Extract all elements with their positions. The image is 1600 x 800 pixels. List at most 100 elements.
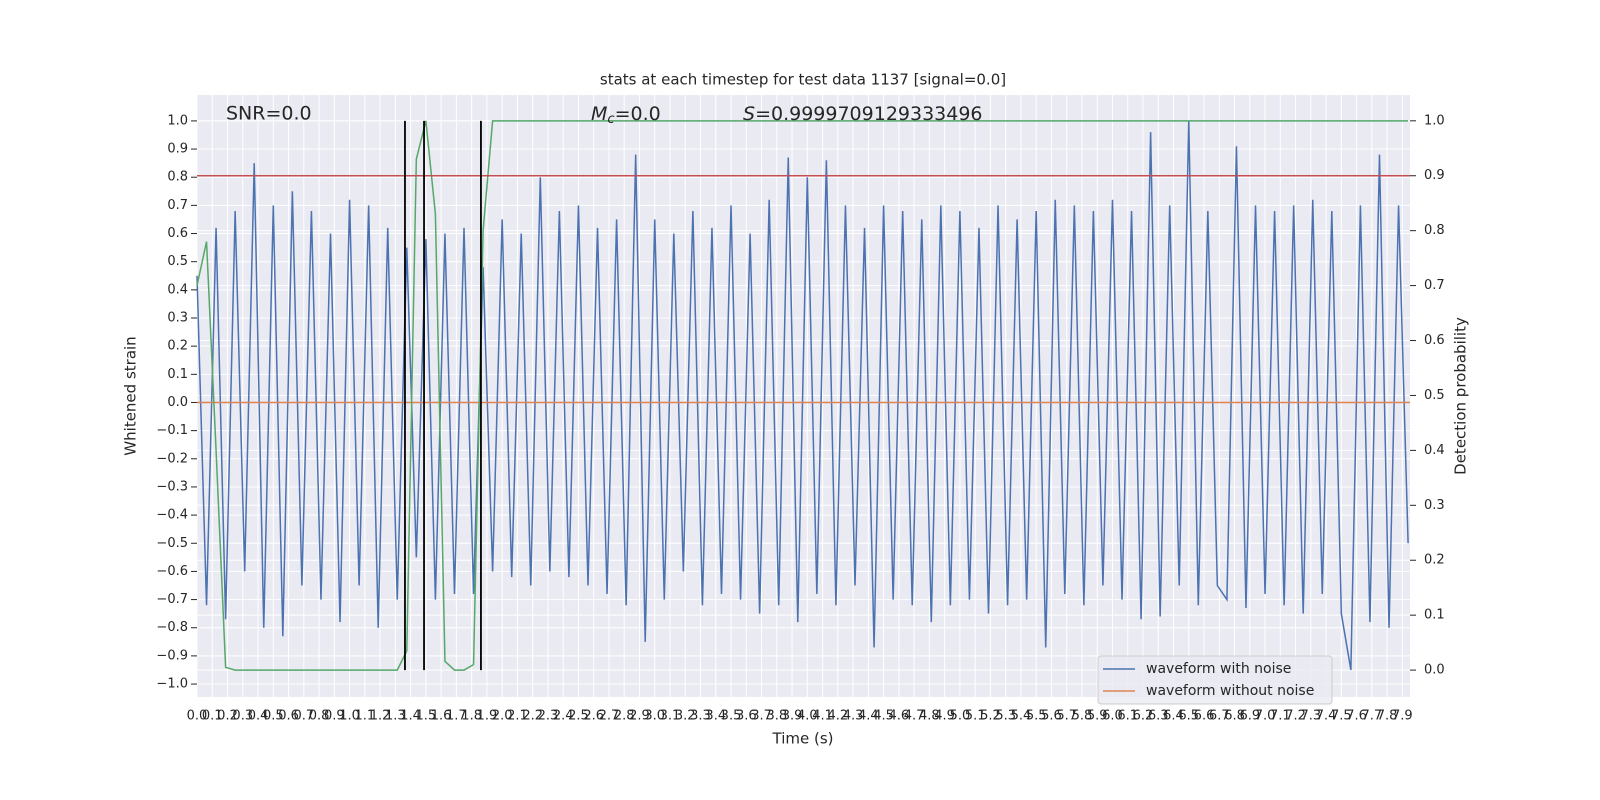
plot-area	[197, 95, 1410, 697]
x-tick-label: 0.4	[248, 709, 269, 724]
y-tick-label: −0.5	[156, 536, 188, 551]
y-tick-label: −0.8	[156, 620, 188, 635]
y2-tick-label: 0.1	[1424, 608, 1445, 623]
x-tick-label: 0.7	[293, 709, 314, 724]
legend-label: waveform without noise	[1146, 683, 1314, 699]
x-tick-label: 6.7	[1209, 709, 1230, 724]
x-tick-label: 5.0	[950, 709, 971, 724]
x-tick-label: 4.1	[812, 709, 833, 724]
x-tick-label: 6.2	[1133, 709, 1154, 724]
x-tick-label: 4.3	[843, 709, 864, 724]
x-tick-label: 1.5	[416, 709, 437, 724]
y-tick-label: 0.1	[167, 367, 188, 382]
y-tick-label: 0.4	[167, 282, 188, 297]
series-line	[196, 120, 1409, 671]
x-tick-label: 1.9	[477, 709, 498, 724]
x-tick-label: 3.8	[766, 709, 787, 724]
x-tick-label: 6.0	[1102, 709, 1123, 724]
annotation: SNR=0.0	[226, 103, 312, 125]
x-tick-label: 7.8	[1377, 709, 1398, 724]
y-tick-label: 0.9	[167, 142, 188, 157]
x-tick-label: 2.6	[583, 709, 604, 724]
y2-tick-label: 0.3	[1424, 498, 1445, 513]
x-tick-label: 2.5	[568, 709, 589, 724]
x-tick-label: 6.4	[1163, 709, 1184, 724]
x-tick-label: 2.9	[629, 709, 650, 724]
x-tick-label: 6.1	[1117, 709, 1138, 724]
x-tick-label: 5.5	[1026, 709, 1047, 724]
annotation-text: =0.9999709129333496	[755, 103, 982, 125]
x-tick-label: 6.3	[1148, 709, 1169, 724]
x-tick-label: 2.7	[599, 709, 620, 724]
x-tick-label: 3.4	[705, 709, 726, 724]
x-tick-label: 1.1	[354, 709, 375, 724]
x-tick-label: 7.3	[1300, 709, 1321, 724]
x-tick-label: 5.1	[965, 709, 986, 724]
x-tick-label: 5.8	[1072, 709, 1093, 724]
x-tick-label: 2.3	[538, 709, 559, 724]
x-tick-label: 3.3	[690, 709, 711, 724]
y-tick-label: 0.2	[167, 339, 188, 354]
y-tick-label: −0.4	[156, 508, 188, 523]
x-tick-label: 7.9	[1392, 709, 1413, 724]
x-tick-label: 6.8	[1224, 709, 1245, 724]
annotation-subscript: c	[607, 112, 614, 127]
y-tick-label: −0.6	[156, 564, 188, 579]
y-tick-label: 0.5	[167, 254, 188, 269]
x-tick-label: 0.8	[309, 709, 330, 724]
x-tick-label: 4.5	[873, 709, 894, 724]
x-tick-label: 2.2	[522, 709, 543, 724]
x-tick-label: 6.9	[1239, 709, 1260, 724]
x-tick-label: 0.5	[263, 709, 284, 724]
annotation: S=0.9999709129333496	[743, 103, 983, 125]
y-tick-label: 0.6	[167, 226, 188, 241]
y-tick-label: 0.8	[167, 170, 188, 185]
x-tick-label: 5.3	[995, 709, 1016, 724]
y2-tick-label: 0.0	[1424, 663, 1445, 678]
y2-tick-label: 0.7	[1424, 278, 1445, 293]
x-tick-label: 4.2	[827, 709, 848, 724]
x-tick-label: 7.5	[1331, 709, 1352, 724]
x-tick-label: 5.4	[1011, 709, 1032, 724]
y2-tick-label: 0.2	[1424, 553, 1445, 568]
x-tick-label: 6.5	[1178, 709, 1199, 724]
x-tick-label: 7.2	[1285, 709, 1306, 724]
y-tick-label: −0.9	[156, 648, 188, 663]
x-tick-label: 2.8	[614, 709, 635, 724]
x-tick-label: 7.1	[1270, 709, 1291, 724]
x-tick-label: 7.4	[1316, 709, 1337, 724]
y-tick-label: 0.7	[167, 198, 188, 213]
y-tick-label: −0.1	[156, 423, 188, 438]
y-tick-label: −0.2	[156, 451, 188, 466]
x-tick-label: 4.7	[904, 709, 925, 724]
annotation-text: =0.0	[615, 103, 661, 125]
x-tick-label: 4.9	[934, 709, 955, 724]
y-tick-label: 0.0	[167, 395, 188, 410]
y2-tick-label: 0.6	[1424, 333, 1445, 348]
x-tick-label: 1.7	[446, 709, 467, 724]
x-tick-label: 7.0	[1255, 709, 1276, 724]
x-tick-label: 1.2	[370, 709, 391, 724]
x-tick-label: 4.0	[797, 709, 818, 724]
x-tick-label: 3.0	[644, 709, 665, 724]
x-tick-label: 1.3	[385, 709, 406, 724]
y2-tick-label: 0.4	[1424, 443, 1445, 458]
y-tick-label: −1.0	[156, 677, 188, 692]
x-tick-label: 0.0	[187, 709, 208, 724]
x-tick-label: 0.9	[324, 709, 345, 724]
y-tick-label: −0.7	[156, 592, 188, 607]
annotation: Mc=0.0	[591, 103, 661, 127]
x-tick-label: 5.7	[1056, 709, 1077, 724]
legend-box	[1097, 655, 1333, 705]
y2-tick-label: 1.0	[1424, 113, 1445, 128]
x-axis-label: Time (s)	[772, 730, 834, 748]
y-tick-label: −0.3	[156, 479, 188, 494]
x-tick-label: 3.2	[675, 709, 696, 724]
y-tick-label: 1.0	[167, 113, 188, 128]
x-tick-label: 3.6	[736, 709, 757, 724]
y2-tick-label: 0.5	[1424, 388, 1445, 403]
x-tick-label: 6.6	[1194, 709, 1215, 724]
x-tick-label: 1.8	[461, 709, 482, 724]
x-tick-label: 2.0	[492, 709, 513, 724]
